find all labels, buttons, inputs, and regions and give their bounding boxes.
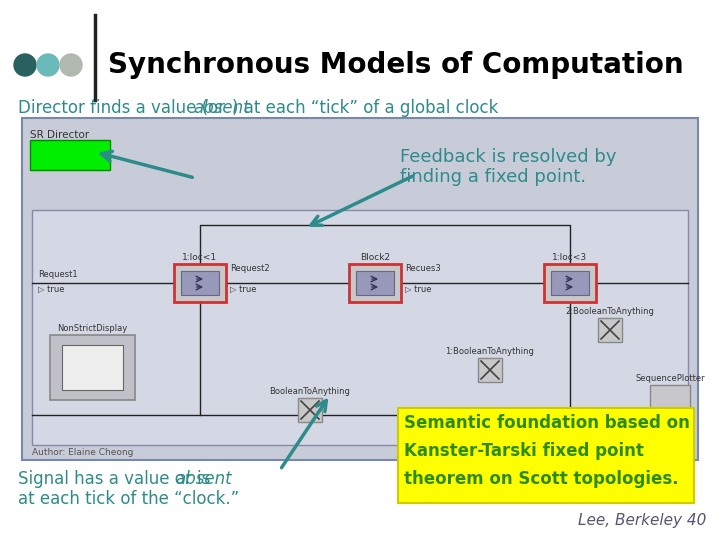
Text: Block2: Block2 — [360, 253, 390, 262]
Text: Request1: Request1 — [38, 270, 78, 279]
Circle shape — [60, 54, 82, 76]
FancyBboxPatch shape — [650, 385, 690, 425]
FancyBboxPatch shape — [62, 345, 123, 390]
FancyBboxPatch shape — [544, 264, 596, 302]
Text: NonStrictDisplay: NonStrictDisplay — [58, 324, 127, 333]
Text: Lee, Berkeley 40: Lee, Berkeley 40 — [577, 513, 706, 528]
Text: ▷ true: ▷ true — [38, 285, 65, 294]
Text: Author: Elaine Cheong: Author: Elaine Cheong — [32, 448, 133, 457]
Text: theorem on Scott topologies.: theorem on Scott topologies. — [404, 470, 679, 488]
Text: absent: absent — [176, 470, 232, 488]
FancyBboxPatch shape — [50, 335, 135, 400]
Text: Request2: Request2 — [230, 264, 269, 273]
Text: BooleanToAnything: BooleanToAnything — [269, 387, 351, 396]
Text: absent: absent — [194, 99, 250, 117]
Text: finding a fixed point.: finding a fixed point. — [400, 168, 586, 186]
Text: 1:BooleanToAnything: 1:BooleanToAnything — [446, 347, 534, 356]
Text: ) at each “tick” of a global clock: ) at each “tick” of a global clock — [233, 99, 499, 117]
Text: SR Director: SR Director — [30, 130, 89, 140]
Text: Recues3: Recues3 — [405, 264, 441, 273]
Text: ▷ true: ▷ true — [405, 285, 431, 294]
FancyBboxPatch shape — [298, 398, 322, 422]
FancyBboxPatch shape — [181, 271, 219, 295]
FancyBboxPatch shape — [551, 271, 589, 295]
FancyBboxPatch shape — [398, 408, 694, 503]
Circle shape — [14, 54, 36, 76]
Text: Synchronous Models of Computation: Synchronous Models of Computation — [108, 51, 683, 79]
Text: at each tick of the “clock.”: at each tick of the “clock.” — [18, 490, 239, 508]
Text: Feedback is resolved by: Feedback is resolved by — [400, 148, 616, 166]
Text: SequencePlotter: SequencePlotter — [635, 374, 705, 383]
Text: Director finds a value (or: Director finds a value (or — [18, 99, 230, 117]
FancyBboxPatch shape — [598, 318, 622, 342]
FancyBboxPatch shape — [22, 118, 698, 460]
Text: 1:loc<3: 1:loc<3 — [552, 253, 588, 262]
FancyBboxPatch shape — [30, 140, 110, 170]
Text: Signal has a value or is: Signal has a value or is — [18, 470, 215, 488]
FancyBboxPatch shape — [356, 271, 394, 295]
FancyBboxPatch shape — [32, 210, 688, 445]
FancyBboxPatch shape — [174, 264, 226, 302]
Text: Semantic foundation based on: Semantic foundation based on — [404, 414, 690, 432]
Text: 2:BooleanToAnything: 2:BooleanToAnything — [566, 307, 654, 316]
Circle shape — [37, 54, 59, 76]
Text: 1:loc<1: 1:loc<1 — [182, 253, 217, 262]
FancyBboxPatch shape — [478, 358, 502, 382]
FancyBboxPatch shape — [349, 264, 401, 302]
Text: ▷ true: ▷ true — [230, 285, 256, 294]
Text: Kanster-Tarski fixed point: Kanster-Tarski fixed point — [404, 442, 644, 460]
